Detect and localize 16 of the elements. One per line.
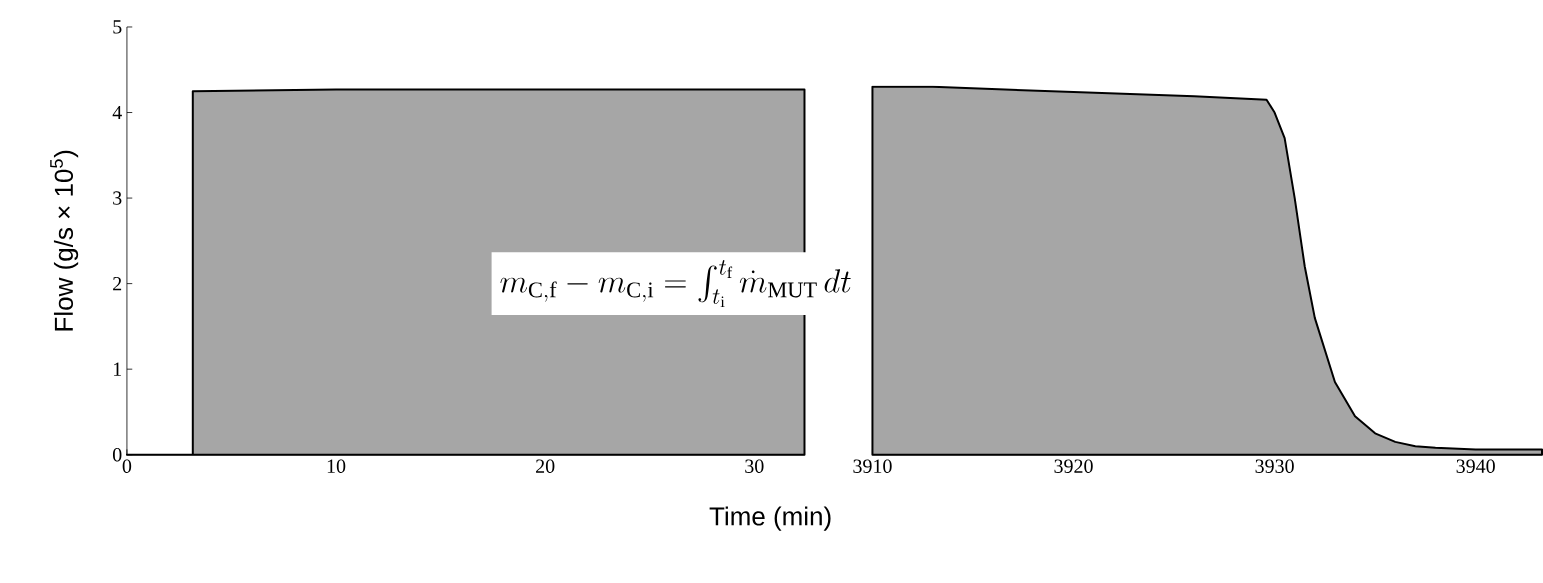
x-axis-title: Time (min) [709,506,831,531]
y-tick-label: 1 [113,362,122,376]
x-tick-label: 3920 [1054,459,1093,474]
y-axis-title: Flow (g/s × 10$^{5}$) [50,150,79,331]
x-tick-label: 3910 [853,459,892,474]
y-tick-label: 0 [112,448,122,462]
y-tick-label: 3 [113,191,122,205]
x-tick-label: 20 [536,459,555,474]
x-tick-label: 3930 [1255,459,1294,474]
y-tick-label: 4 [112,106,122,120]
y-tick-label: 2 [113,277,122,291]
x-tick-label: 30 [745,459,764,474]
y-tick-label: 5 [113,20,122,34]
annotation: $m_{\mathrm{C,f}} - m_{\mathrm{C,i}} = \int_{t_\mathrm{i}}^{t_\mathrm{f}} \dot{m}_{\mathrm{MUT}}\,dt$ [500,260,851,308]
x-tick-label: 3940 [1456,459,1495,474]
x-tick-label: 10 [327,459,346,474]
